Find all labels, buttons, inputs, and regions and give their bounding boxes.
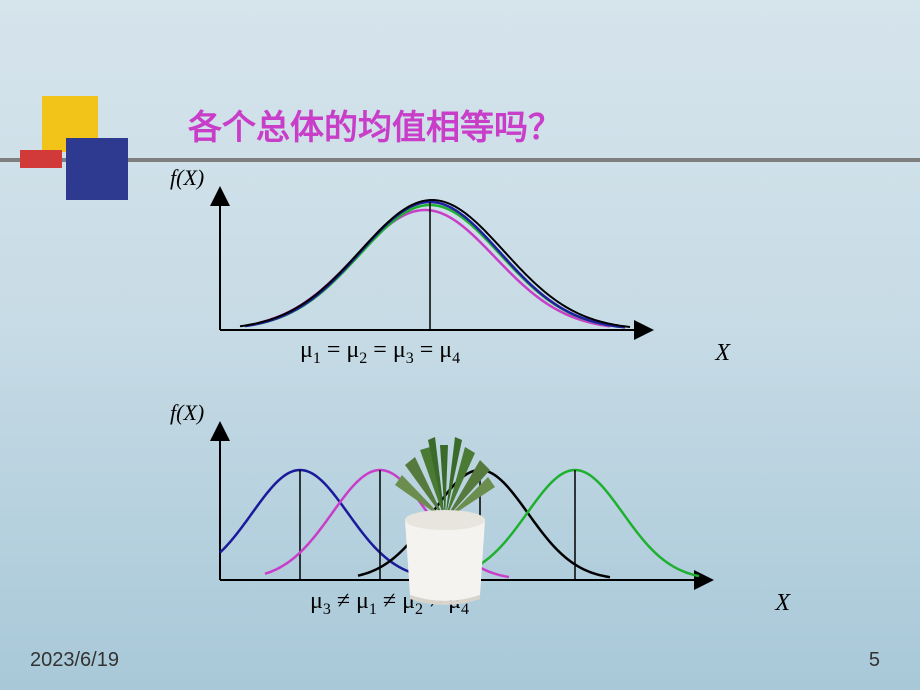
y-axis-label: f(X)	[170, 400, 204, 426]
x-axis-label: X	[775, 590, 790, 617]
footer-page-number: 5	[869, 649, 880, 672]
chart-unequal-means: f(X) X μ3 ≠ μ1 ≠ μ2 ≠ μ4	[180, 410, 740, 635]
header-rule	[0, 158, 920, 162]
chart-equal-means: f(X) X μ1 = μ2 = μ3 = μ4	[180, 175, 680, 385]
footer-date: 2023/6/19	[30, 649, 119, 672]
page-title: 各个总体的均值相等吗？	[188, 100, 562, 149]
y-axis-label: f(X)	[170, 165, 204, 191]
square-red	[20, 150, 62, 168]
chart1-caption: μ1 = μ2 = μ3 = μ4	[300, 337, 460, 368]
x-axis-label: X	[715, 340, 730, 367]
square-blue	[66, 138, 128, 200]
chart2-caption: μ3 ≠ μ1 ≠ μ2 ≠ μ4	[310, 588, 469, 619]
